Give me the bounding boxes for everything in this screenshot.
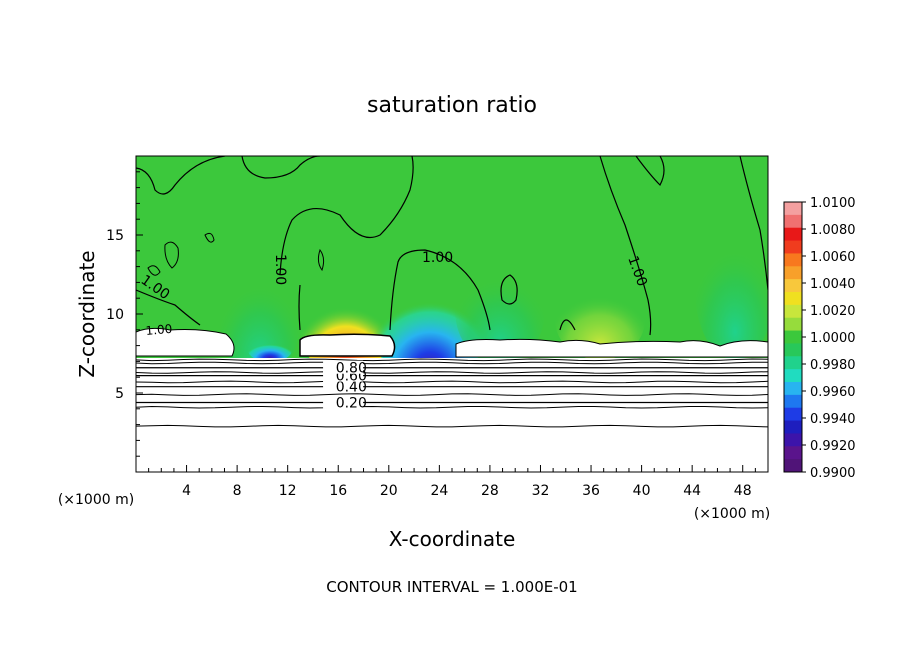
- y-unit-label: (×1000 m): [58, 492, 134, 508]
- x-tick-label: 44: [683, 483, 701, 499]
- y-axis: 5 10 15: [106, 171, 143, 457]
- colorbar-label: 0.9920: [810, 439, 856, 454]
- colorbar-swatch: [784, 407, 802, 422]
- colorbar-swatch: [784, 369, 802, 383]
- colorbar-swatch: [784, 356, 802, 370]
- contour-label: 0.40: [336, 380, 367, 396]
- colorbar-swatch: [784, 214, 802, 229]
- plot-area: 0.200.400.600.80: [136, 156, 768, 472]
- colorbar-label: 1.0020: [810, 304, 856, 319]
- contour-label-bg: [323, 360, 364, 374]
- colorbar-swatch: [784, 279, 802, 293]
- horizontal-contours: 0.200.400.600.80: [136, 360, 768, 411]
- contour-line: [279, 156, 414, 276]
- colorbar-label: 1.0060: [810, 250, 856, 265]
- colorbar-swatch: [784, 330, 802, 344]
- contour-line: [147, 265, 161, 276]
- contour-labels: 1.00 1.00 1.00 1.00 1.00: [138, 250, 650, 338]
- x-axis-label: X-coordinate: [389, 527, 516, 551]
- colorbar-label: 0.9940: [810, 412, 856, 427]
- lower-region: [136, 358, 768, 472]
- contour-label-bg: [323, 379, 364, 393]
- x-tick-label: 4: [182, 483, 191, 499]
- x-tick-label: 36: [582, 483, 600, 499]
- contour-line: [298, 284, 301, 331]
- x-tick-label: 16: [329, 483, 347, 499]
- x-tick-label: 28: [481, 483, 499, 499]
- x-unit-label: (×1000 m): [694, 506, 770, 522]
- contour-line: [635, 156, 665, 186]
- colorbar: 1.0100 1.0080 1.0060 1.0040 1.0020 1.0000 0.99…: [783, 196, 856, 481]
- colorbar-swatch: [784, 446, 802, 460]
- colorbar-swatch: [784, 266, 802, 280]
- contour-line: [136, 405, 768, 409]
- contour-label: 1.00: [272, 254, 288, 285]
- blue-anomaly: [248, 338, 292, 362]
- contour-line: [136, 361, 768, 365]
- colorbar-swatch: [784, 240, 802, 254]
- colorbar-label: 1.0000: [810, 331, 856, 346]
- contour-label: 0.80: [336, 361, 367, 377]
- colorbar-swatch: [784, 202, 802, 216]
- contour-line: [204, 232, 215, 243]
- colorbar-swatch: [784, 304, 802, 319]
- extra-contours: [136, 358, 768, 428]
- contour-label-bg: [323, 395, 364, 409]
- contour-line: [164, 241, 179, 269]
- cloud-blob: [299, 333, 396, 357]
- colorbar-swatch: [784, 292, 802, 306]
- x-tick-label: 48: [734, 483, 752, 499]
- cloud-blob: [136, 327, 235, 357]
- contour-line: [136, 156, 226, 195]
- colorbar-swatch: [784, 420, 802, 434]
- cyan-anomaly: [455, 255, 545, 365]
- colorbar-swatch: [784, 459, 802, 473]
- colorbar-label: 0.9980: [810, 358, 856, 373]
- contour-line: [136, 289, 201, 326]
- colorbar-swatch: [784, 394, 802, 409]
- x-tick-label: 32: [532, 483, 550, 499]
- colorbar-label: 1.0040: [810, 277, 856, 292]
- colorbar-swatch: [784, 343, 802, 357]
- contour-line: [739, 156, 768, 291]
- colorbar-swatch: [784, 382, 802, 396]
- contour-line: [136, 371, 768, 374]
- y-tick-label: 15: [106, 228, 124, 244]
- contour-line: [317, 248, 325, 272]
- contour-interval-note: CONTOUR INTERVAL = 1.000E-01: [326, 578, 577, 596]
- x-tick-label: 20: [380, 483, 398, 499]
- y-tick-label: 5: [115, 386, 124, 402]
- contour-line: [136, 380, 768, 384]
- contour-line: [599, 156, 652, 336]
- cyan-anomaly: [695, 220, 768, 360]
- colorbar-label: 1.0080: [810, 223, 856, 238]
- contour-line: [559, 319, 576, 331]
- x-tick-label: 24: [430, 483, 448, 499]
- contour-line: [136, 424, 768, 428]
- contour-line: [500, 274, 518, 305]
- colorbar-swatch: [784, 317, 802, 332]
- y-tick-label: 10: [106, 307, 124, 323]
- y-axis-label: Z-coordinate: [75, 250, 99, 377]
- x-tick-label: 40: [633, 483, 651, 499]
- x-tick-label: 8: [233, 483, 242, 499]
- contour-line: [241, 156, 321, 179]
- colorbar-label: 0.9900: [810, 466, 856, 481]
- chart-title: saturation ratio: [367, 93, 537, 118]
- colorbar-swatch: [784, 253, 802, 267]
- x-tick-label: 12: [279, 483, 297, 499]
- contour-label: 1.00: [422, 250, 453, 266]
- contour-line: [389, 249, 491, 331]
- colorbar-label: 1.0100: [810, 196, 856, 211]
- contour-label: 0.20: [336, 395, 367, 411]
- colorbar-label: 0.9960: [810, 385, 856, 400]
- colorbar-swatch: [784, 227, 802, 242]
- contour-line: [136, 393, 768, 396]
- contour-line: [136, 358, 768, 362]
- contour-label: 1.00: [145, 322, 173, 338]
- colorbar-swatch: [784, 433, 802, 447]
- cloud-blob: [455, 338, 768, 358]
- x-axis: 4 8 12 16 20 24 28 32 36 40 44 48: [148, 465, 756, 499]
